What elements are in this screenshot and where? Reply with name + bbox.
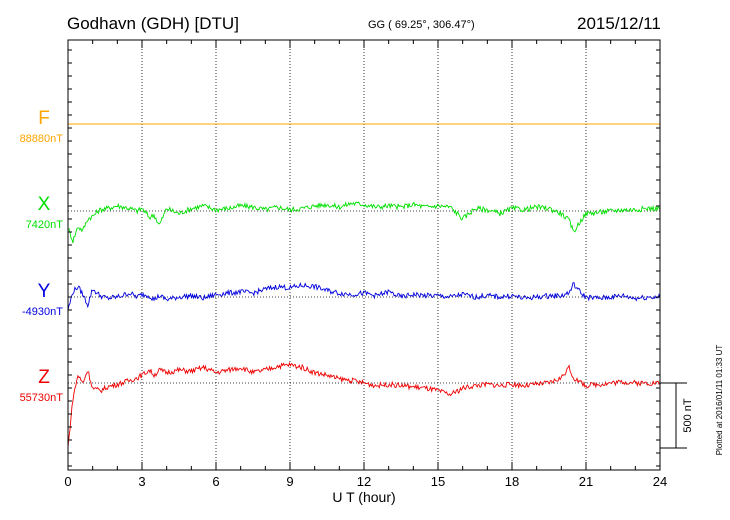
x-tick-label: 12 [357,474,371,489]
plotted-at-note: Plotted at 2016/01/11 01:33 UT [715,345,724,456]
scale-bar-label: 500 nT [682,398,694,433]
x-tick-label: 6 [212,474,219,489]
baseline-label-y: -4930nT [22,306,63,318]
x-tick-label: 24 [653,474,667,489]
series-line-z [67,361,661,448]
channel-label-x: X [38,194,51,215]
x-tick-label: 15 [431,474,445,489]
x-tick-label: 21 [579,474,593,489]
channel-label-f: F [38,108,50,129]
coordinates-label: GG ( 69.25°, 306.47°) [368,19,475,31]
series-line-y [67,281,661,311]
x-tick-label: 0 [64,474,71,489]
series-line-x [67,201,661,244]
channel-label-y: Y [38,281,51,302]
x-tick-label: 9 [286,474,293,489]
channel-label-z: Z [38,367,50,388]
x-tick-label: 3 [138,474,145,489]
date-label: 2015/12/11 [577,14,661,33]
baseline-label-f: 88880nT [20,133,64,145]
station-title: Godhavn (GDH) [DTU] [67,14,239,33]
baseline-label-z: 55730nT [20,392,64,404]
baseline-label-x: 7420nT [26,219,64,231]
x-tick-label: 18 [505,474,519,489]
plot-frame [67,39,661,471]
x-axis-label: U T (hour) [332,489,395,505]
